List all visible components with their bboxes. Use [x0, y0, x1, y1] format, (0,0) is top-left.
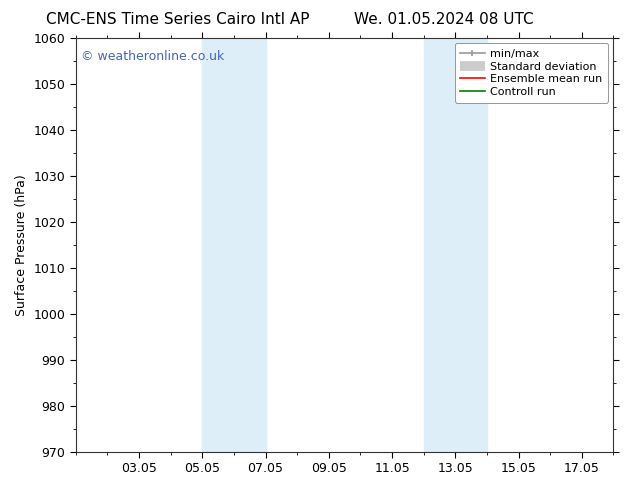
Bar — [424, 38, 487, 452]
Text: We. 01.05.2024 08 UTC: We. 01.05.2024 08 UTC — [354, 12, 534, 27]
Bar — [202, 38, 266, 452]
Legend: min/max, Standard deviation, Ensemble mean run, Controll run: min/max, Standard deviation, Ensemble me… — [455, 43, 608, 103]
Text: © weatheronline.co.uk: © weatheronline.co.uk — [81, 50, 224, 63]
Text: CMC-ENS Time Series Cairo Intl AP: CMC-ENS Time Series Cairo Intl AP — [46, 12, 309, 27]
Y-axis label: Surface Pressure (hPa): Surface Pressure (hPa) — [15, 174, 28, 316]
